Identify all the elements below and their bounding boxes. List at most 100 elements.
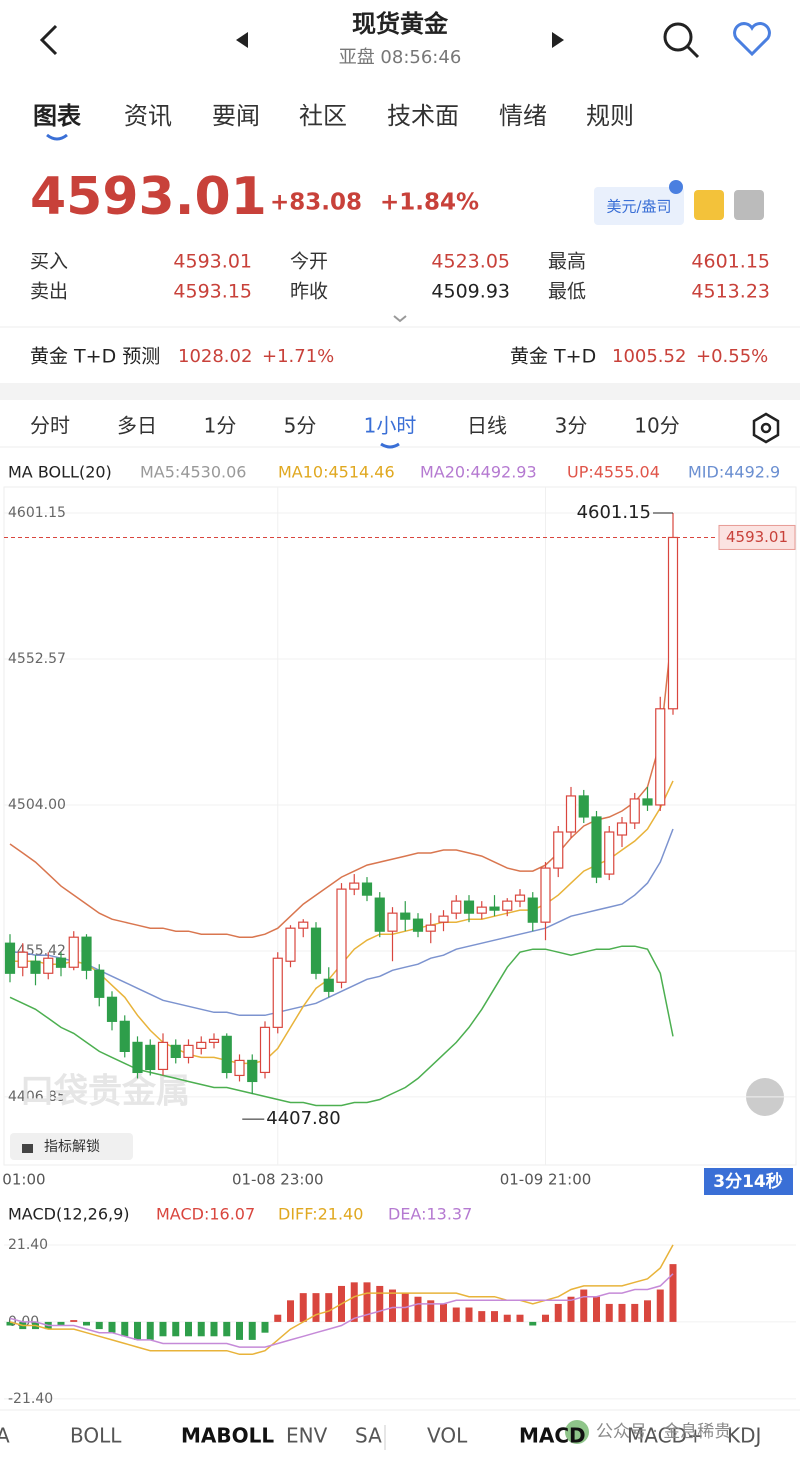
period-tab[interactable]: 1分: [204, 414, 237, 438]
period-tab[interactable]: 5分: [284, 414, 317, 438]
macd-bar: [159, 1321, 167, 1337]
indicator-tab[interactable]: KDJ: [727, 1424, 761, 1448]
candle-body: [604, 831, 615, 875]
candle-body: [565, 795, 577, 833]
search-button[interactable]: [663, 22, 700, 59]
candle-body: [170, 1044, 181, 1059]
candle-body: [400, 912, 411, 920]
macd-bar: [618, 1303, 626, 1322]
title: 现货黄金: [352, 10, 449, 38]
macd-bar: [95, 1321, 103, 1330]
quote-label: 最高: [548, 251, 586, 273]
tab[interactable]: 图表: [33, 102, 82, 130]
indicator-tab[interactable]: SA: [355, 1424, 382, 1448]
lock-icon: [22, 1144, 33, 1153]
candle-body: [285, 927, 296, 962]
price: 4593.01: [30, 167, 267, 227]
candle-body: [629, 798, 640, 824]
indicator-tab[interactable]: ENV: [286, 1424, 328, 1448]
unlock-label[interactable]: 指标解锁: [44, 1139, 100, 1155]
tab[interactable]: 资讯: [124, 102, 172, 130]
td-price: 1028.02: [178, 346, 252, 367]
macd-bar: [350, 1282, 358, 1322]
candle-body: [247, 1059, 258, 1083]
macd-bar: [414, 1296, 422, 1322]
tab[interactable]: 技术面: [387, 102, 459, 130]
indicator-tab[interactable]: BOLL: [70, 1424, 122, 1448]
quote-label: 卖出: [30, 281, 68, 303]
period-tab[interactable]: 日线: [467, 414, 507, 438]
unlock-chip[interactable]: [10, 1133, 133, 1160]
currency-box[interactable]: [594, 187, 684, 225]
prev-button[interactable]: [236, 32, 248, 48]
subtitle: 亚盘 08:56:46: [339, 47, 462, 68]
tab[interactable]: 规则: [586, 102, 634, 130]
candle-body: [106, 996, 118, 1022]
macd-line: [9, 1244, 674, 1356]
legend-item: MID:4492.9: [688, 463, 780, 482]
macd-bar: [363, 1282, 371, 1322]
macd-bar: [389, 1289, 396, 1322]
macd-bar: [593, 1296, 600, 1322]
macd-bar: [554, 1303, 562, 1322]
change: +83.08: [270, 190, 362, 216]
band: [0, 383, 800, 400]
period-tab[interactable]: 1小时: [364, 414, 417, 438]
low-label: 4407.80: [266, 1108, 340, 1129]
theme-icon[interactable]: [694, 190, 724, 220]
candle-body: [553, 831, 564, 869]
td-pct: +0.55%: [696, 346, 768, 367]
candle-body: [502, 900, 513, 911]
period-tab[interactable]: 多日: [117, 414, 157, 438]
period-tab[interactable]: 3分: [555, 414, 588, 438]
macd-bar: [299, 1293, 307, 1322]
indicator-line: [9, 945, 674, 1107]
settings-icon[interactable]: [734, 190, 764, 220]
indicator-tab[interactable]: MACD+: [627, 1424, 704, 1448]
indicator-tab[interactable]: A: [0, 1424, 10, 1448]
macd-line: [9, 1273, 674, 1348]
countdown-box: [704, 1168, 793, 1195]
quote-value: 4513.23: [691, 281, 770, 303]
macd-bar: [261, 1321, 269, 1333]
indicator-tab[interactable]: MACD: [519, 1424, 586, 1448]
candle-body: [157, 1041, 169, 1071]
candle-body: [259, 1026, 271, 1074]
indicator-title: MACD(12,26,9): [8, 1205, 130, 1224]
candle-body: [234, 1059, 245, 1077]
quote-value: 4593.15: [173, 281, 252, 303]
tab[interactable]: 要闻: [212, 102, 260, 130]
macd-bar: [57, 1321, 65, 1326]
favorite-button[interactable]: [733, 22, 771, 57]
period-tab[interactable]: 10分: [634, 414, 679, 438]
td-label: 黄金 T+D: [510, 346, 596, 368]
macd-bar: [70, 1320, 78, 1322]
candle-body: [17, 951, 28, 968]
macd-bar: [478, 1311, 486, 1322]
candle-body: [438, 915, 449, 923]
candle-body: [94, 969, 105, 998]
macd-bar: [631, 1303, 639, 1322]
wechat-logo: [565, 1420, 589, 1444]
legend-item: MA5:4530.06: [140, 463, 246, 482]
candle-body: [183, 1044, 194, 1059]
candle-body: [489, 906, 500, 911]
candle-body: [221, 1035, 232, 1074]
macd-bar: [210, 1321, 218, 1337]
candle-body: [145, 1044, 156, 1071]
indicator-tab[interactable]: MABOLL: [181, 1424, 274, 1448]
back-button[interactable]: [39, 24, 58, 56]
candle-body: [425, 924, 436, 932]
tab[interactable]: 情绪: [499, 102, 547, 130]
next-button[interactable]: [552, 32, 564, 48]
tab[interactable]: 社区: [299, 102, 347, 130]
chart-settings[interactable]: [752, 412, 780, 444]
expand-icon[interactable]: [393, 315, 407, 323]
macd-bar: [185, 1321, 192, 1337]
macd-bar: [452, 1307, 460, 1322]
period-indicator: [380, 442, 400, 449]
indicator-tab[interactable]: VOL: [427, 1424, 468, 1448]
candle-body: [81, 936, 92, 971]
period-tab[interactable]: 分时: [30, 414, 70, 438]
